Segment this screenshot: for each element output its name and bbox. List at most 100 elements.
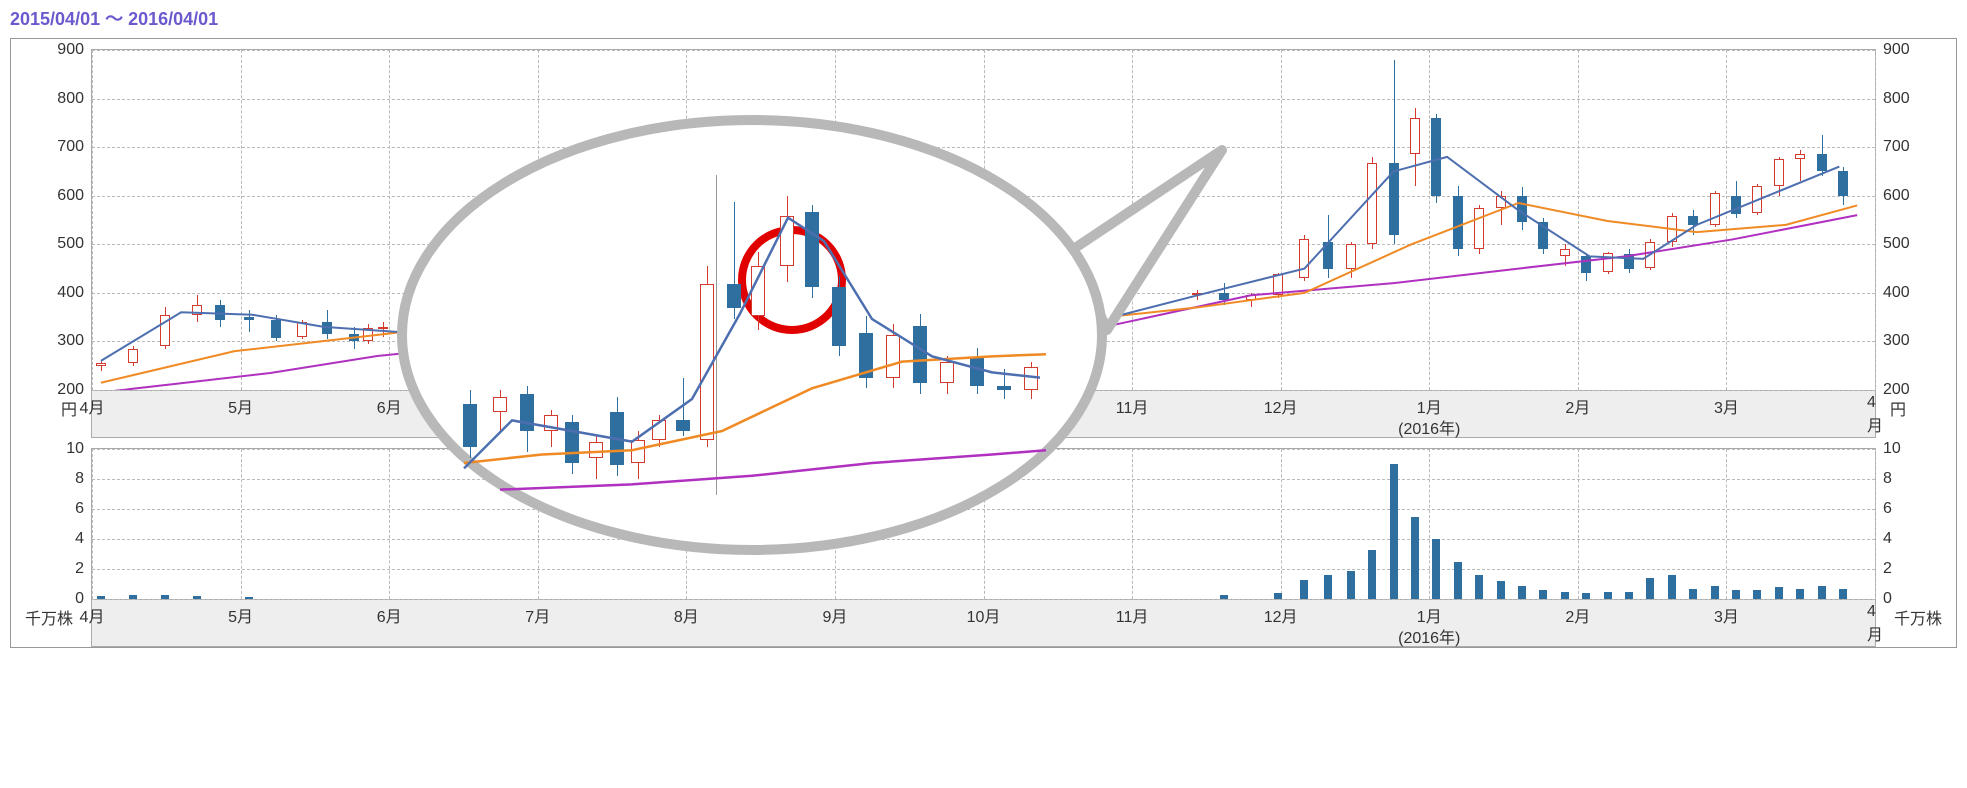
volume-ytick: 4 — [14, 530, 84, 548]
x-month-label: 12月 — [1264, 603, 1298, 627]
price-unit-right: 円 — [1890, 396, 1906, 420]
candlestick — [349, 327, 359, 349]
volume-bar — [1347, 571, 1355, 600]
volume-bar — [193, 596, 201, 599]
volume-ytick: 2 — [14, 560, 84, 578]
candlestick — [1299, 235, 1309, 281]
volume-bar — [1497, 581, 1505, 599]
x-month-label: 3月 — [1714, 603, 1739, 627]
x-month-label: 12月 — [1264, 394, 1298, 418]
candlestick — [399, 324, 409, 341]
price-ytick: 800 — [14, 90, 84, 108]
candlestick — [1346, 242, 1356, 278]
price-ytick: 900 — [14, 41, 84, 59]
volume-bar — [97, 596, 105, 599]
candlestick — [1389, 60, 1399, 245]
price-ytick: 400 — [14, 284, 84, 302]
volume-ytick: 4 — [1883, 530, 1953, 548]
x-month-label: 6月 — [377, 394, 402, 418]
price-ytick: 500 — [14, 235, 84, 253]
candlestick — [160, 307, 170, 348]
candlestick — [271, 315, 281, 342]
volume-bar — [1220, 595, 1228, 600]
candlestick — [1581, 254, 1591, 281]
candlestick — [1774, 157, 1784, 196]
x-month-label: 8月 — [674, 394, 699, 418]
chart-frame: 2002003003004004005005006006007007008008… — [10, 38, 1957, 648]
candlestick — [322, 310, 332, 339]
x-month-label: 7月 — [525, 394, 550, 418]
x-month-label: 3月 — [1714, 394, 1739, 418]
volume-bar — [1732, 590, 1740, 599]
x-month-label: 4月 — [80, 394, 105, 418]
candlestick — [1795, 150, 1805, 182]
volume-bar — [1689, 589, 1697, 600]
candlestick — [1453, 186, 1463, 256]
volume-bar — [129, 595, 137, 599]
x-month-label: 8月 — [674, 603, 699, 627]
volume-bar — [1668, 575, 1676, 599]
volume-bar — [1274, 593, 1282, 599]
candlestick — [192, 295, 202, 322]
price-ytick: 300 — [1883, 332, 1953, 350]
candlestick — [215, 300, 225, 327]
candlestick — [96, 361, 106, 371]
price-unit-left: 円 — [61, 396, 77, 420]
volume-bar — [1582, 593, 1590, 599]
volume-bar — [1646, 578, 1654, 599]
volume-ytick: 6 — [14, 500, 84, 518]
price-ytick: 700 — [14, 138, 84, 156]
candlestick — [1603, 252, 1613, 275]
volume-bar — [1324, 575, 1332, 599]
x-month-label: 4月 — [1867, 394, 1883, 436]
moving-average-line — [101, 215, 1857, 390]
x-month-label: 10月 — [967, 603, 1001, 627]
volume-bar — [1454, 562, 1462, 600]
volume-unit-right: 千万株 — [1894, 605, 1942, 629]
volume-bar — [1775, 587, 1783, 599]
price-ytick: 400 — [1883, 284, 1953, 302]
x-month-label: 2月 — [1565, 603, 1590, 627]
price-chart[interactable]: 2002003003004004005005006006007007008008… — [91, 49, 1876, 391]
candlestick — [297, 320, 307, 339]
volume-chart[interactable]: 00224466881010 — [91, 448, 1876, 600]
x-year-label: (2016年) — [1398, 624, 1460, 648]
volume-bar — [1711, 586, 1719, 600]
price-ytick: 800 — [1883, 90, 1953, 108]
candlestick — [1431, 114, 1441, 203]
volume-unit-left: 千万株 — [25, 605, 73, 629]
candlestick — [1624, 249, 1634, 273]
volume-bar — [1432, 539, 1440, 599]
volume-bar — [1300, 580, 1308, 600]
candlestick — [1752, 184, 1762, 216]
candlestick — [1323, 215, 1333, 278]
volume-bar — [1604, 592, 1612, 600]
candlestick — [1496, 191, 1506, 225]
volume-x-axis: 4月5月6月7月8月9月10月11月12月1月2月3月4月(2016年) — [91, 600, 1876, 647]
x-month-label: 11月 — [1116, 394, 1149, 418]
price-ytick: 300 — [14, 332, 84, 350]
x-year-label: (2016年) — [1398, 415, 1460, 439]
volume-bar — [1753, 590, 1761, 599]
volume-ytick: 8 — [1883, 470, 1953, 488]
x-month-label: 6月 — [377, 603, 402, 627]
candlestick — [363, 324, 373, 343]
price-ytick: 700 — [1883, 138, 1953, 156]
volume-bar — [1368, 550, 1376, 600]
x-month-label: 7月 — [525, 603, 550, 627]
volume-bar — [1796, 589, 1804, 600]
volume-bar — [1625, 592, 1633, 600]
candlestick — [1645, 239, 1655, 269]
x-month-label: 10月 — [967, 394, 1001, 418]
candlestick — [1273, 273, 1283, 297]
price-ytick: 600 — [1883, 187, 1953, 205]
volume-bar — [245, 597, 253, 599]
volume-bar — [161, 595, 169, 600]
candlestick — [1538, 218, 1548, 254]
candlestick — [1731, 181, 1741, 217]
candlestick — [1710, 191, 1720, 227]
x-month-label: 9月 — [822, 603, 847, 627]
volume-ytick: 6 — [1883, 500, 1953, 518]
date-range-title: 2015/04/01 ～ 2016/04/01 — [0, 0, 1967, 36]
candlestick — [1474, 205, 1484, 254]
